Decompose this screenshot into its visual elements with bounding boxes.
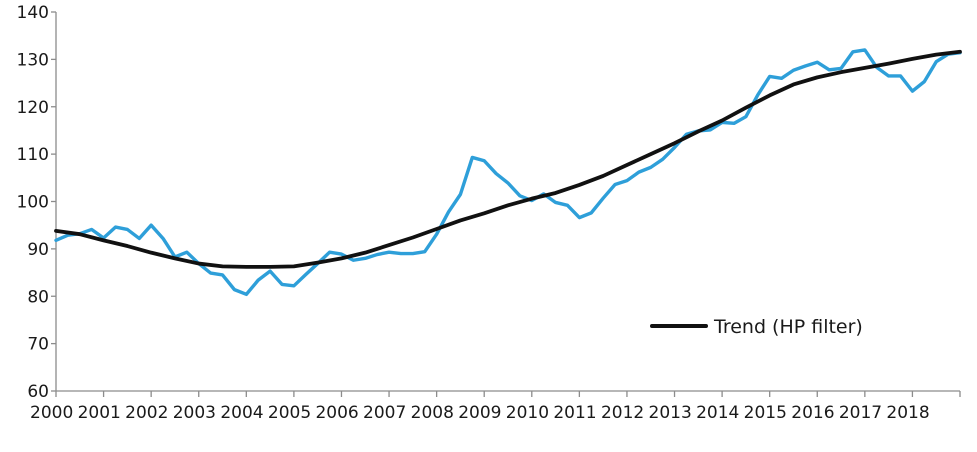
x-tick-label: 2016	[791, 403, 834, 423]
x-tick-label: 2003	[173, 403, 216, 423]
x-tick-label: 2011	[553, 403, 596, 423]
x-tick-label: 2004	[220, 403, 263, 423]
trend-series-line	[54, 49, 962, 269]
y-tick-label: 110	[17, 145, 49, 165]
x-tick-label: 2007	[363, 403, 406, 423]
x-tick-label: 2008	[411, 403, 454, 423]
y-tick-label: 130	[17, 50, 49, 70]
y-tick-label: 100	[17, 193, 49, 213]
x-tick-label: 2001	[78, 403, 121, 423]
y-tick-label: 60	[27, 382, 49, 402]
y-tick-label: 90	[27, 240, 49, 260]
series-layer	[54, 48, 962, 297]
x-tick-label: 2013	[649, 403, 692, 423]
y-axis: 60 70 80 90 100 110 120 130 140	[17, 3, 57, 402]
x-tick-label: 2014	[696, 403, 739, 423]
y-tick-label: 80	[27, 287, 49, 307]
x-tick-label: 2002	[125, 403, 168, 423]
x-tick-label: 2018	[886, 403, 929, 423]
legend-trend-label: Trend (HP filter)	[713, 316, 863, 338]
x-tick-label: 2017	[839, 403, 882, 423]
y-tick-label: 140	[17, 3, 49, 23]
index-series-line	[54, 48, 962, 297]
x-tick-label: 2009	[458, 403, 501, 423]
x-tick-label: 2012	[601, 403, 644, 423]
x-axis: 2000 2001 2002 2003 2004 2005 2006 2007 2008 2009…	[30, 390, 961, 423]
x-tick-label: 2006	[315, 403, 358, 423]
legend: Trend (HP filter)	[650, 316, 863, 338]
x-tick-label: 2005	[268, 403, 311, 423]
x-tick-label: 2000	[30, 403, 73, 423]
y-tick-label: 70	[27, 335, 49, 355]
y-tick-label: 120	[17, 98, 49, 118]
x-tick-label: 2010	[506, 403, 549, 423]
x-tick-label: 2015	[744, 403, 787, 423]
